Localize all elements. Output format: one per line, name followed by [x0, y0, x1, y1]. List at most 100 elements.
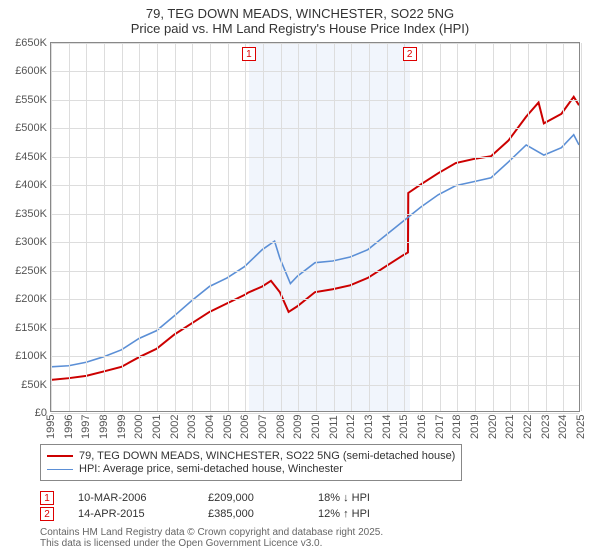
grid-line-v — [546, 43, 547, 411]
grid-line-h — [51, 385, 579, 386]
x-tick-label: 1998 — [98, 415, 110, 439]
series-line — [51, 135, 579, 367]
grid-line-v — [493, 43, 494, 411]
y-tick-label: £300K — [3, 236, 47, 248]
grid-line-v — [228, 43, 229, 411]
grid-line-h — [51, 328, 579, 329]
title-block: 79, TEG DOWN MEADS, WINCHESTER, SO22 5NG… — [0, 0, 600, 38]
grid-line-v — [210, 43, 211, 411]
grid-line-v — [157, 43, 158, 411]
footer-line-1: Contains HM Land Registry data © Crown c… — [40, 527, 590, 538]
grid-line-v — [104, 43, 105, 411]
grid-line-v — [69, 43, 70, 411]
grid-line-h — [51, 185, 579, 186]
y-tick-label: £250K — [3, 265, 47, 277]
x-tick-label: 2000 — [133, 415, 145, 439]
grid-line-v — [281, 43, 282, 411]
legend-row: 79, TEG DOWN MEADS, WINCHESTER, SO22 5NG… — [47, 450, 455, 462]
footer-line-2: This data is licensed under the Open Gov… — [40, 538, 590, 549]
x-tick-label: 2020 — [487, 415, 499, 439]
grid-line-h — [51, 242, 579, 243]
grid-line-h — [51, 271, 579, 272]
grid-line-v — [139, 43, 140, 411]
x-tick-label: 2019 — [469, 415, 481, 439]
x-tick-label: 1999 — [116, 415, 128, 439]
x-tick-label: 2011 — [328, 415, 340, 439]
grid-line-v — [122, 43, 123, 411]
x-tick-label: 2010 — [310, 415, 322, 439]
chart-container: 79, TEG DOWN MEADS, WINCHESTER, SO22 5NG… — [0, 0, 600, 560]
x-tick-label: 2017 — [434, 415, 446, 439]
x-tick-label: 2001 — [151, 415, 163, 439]
x-tick-label: 2018 — [451, 415, 463, 439]
legend-row: HPI: Average price, semi-detached house,… — [47, 463, 455, 475]
grid-line-v — [510, 43, 511, 411]
x-tick-label: 1996 — [63, 415, 75, 439]
grid-line-v — [263, 43, 264, 411]
transaction-marker: 2 — [40, 507, 54, 521]
x-tick-label: 2022 — [522, 415, 534, 439]
transaction-row: 214-APR-2015£385,00012% ↑ HPI — [40, 507, 590, 521]
grid-line-v — [563, 43, 564, 411]
chart-marker: 1 — [242, 47, 256, 61]
transaction-date: 14-APR-2015 — [78, 508, 208, 520]
transactions-table: 1 10-MAR-2006£209,00018% ↓ HPI 2 14-APR-201… — [40, 491, 590, 521]
x-tick-label: 2007 — [257, 415, 269, 439]
grid-line-h — [51, 43, 579, 44]
x-tick-label: 2021 — [504, 415, 516, 439]
legend: 79, TEG DOWN MEADS, WINCHESTER, SO22 5NG… — [40, 444, 462, 481]
x-tick-label: 2004 — [204, 415, 216, 439]
grid-line-v — [387, 43, 388, 411]
grid-line-v — [440, 43, 441, 411]
grid-line-v — [581, 43, 582, 411]
legend-swatch — [47, 455, 73, 457]
x-tick-label: 2013 — [363, 415, 375, 439]
x-tick-label: 2012 — [345, 415, 357, 439]
y-tick-label: £150K — [3, 322, 47, 334]
grid-line-h — [51, 100, 579, 101]
y-tick-label: £400K — [3, 179, 47, 191]
grid-line-v — [528, 43, 529, 411]
grid-line-v — [351, 43, 352, 411]
grid-line-v — [475, 43, 476, 411]
x-tick-label: 2014 — [381, 415, 393, 439]
transaction-price: £209,000 — [208, 492, 318, 504]
footer: Contains HM Land Registry data © Crown c… — [40, 527, 590, 549]
legend-label: HPI: Average price, semi-detached house,… — [79, 463, 343, 475]
y-tick-label: £550K — [3, 94, 47, 106]
grid-line-v — [51, 43, 52, 411]
y-tick-label: £500K — [3, 122, 47, 134]
chart-marker: 2 — [403, 47, 417, 61]
transaction-diff: 18% ↓ HPI — [318, 492, 438, 504]
grid-line-v — [334, 43, 335, 411]
x-tick-label: 2025 — [575, 415, 587, 439]
grid-line-h — [51, 299, 579, 300]
grid-line-v — [86, 43, 87, 411]
y-tick-label: £50K — [3, 379, 47, 391]
transaction-date: 10-MAR-2006 — [78, 492, 208, 504]
title-line-1: 79, TEG DOWN MEADS, WINCHESTER, SO22 5NG — [0, 6, 600, 21]
x-tick-label: 2024 — [557, 415, 569, 439]
grid-line-v — [245, 43, 246, 411]
y-tick-label: £0 — [3, 407, 47, 419]
grid-line-v — [175, 43, 176, 411]
series-line — [51, 97, 579, 380]
grid-line-v — [316, 43, 317, 411]
x-tick-label: 2023 — [540, 415, 552, 439]
chart-plot-area: £0£50K£100K£150K£200K£250K£300K£350K£400… — [50, 42, 580, 412]
legend-label: 79, TEG DOWN MEADS, WINCHESTER, SO22 5NG… — [79, 450, 455, 462]
legend-swatch — [47, 469, 73, 470]
grid-line-h — [51, 356, 579, 357]
grid-line-v — [298, 43, 299, 411]
transaction-marker: 1 — [40, 491, 54, 505]
x-tick-label: 2009 — [292, 415, 304, 439]
grid-line-v — [192, 43, 193, 411]
x-tick-label: 2015 — [398, 415, 410, 439]
grid-line-v — [457, 43, 458, 411]
x-tick-label: 2003 — [186, 415, 198, 439]
grid-line-v — [404, 43, 405, 411]
x-tick-label: 2006 — [239, 415, 251, 439]
x-tick-label: 1995 — [45, 415, 57, 439]
transaction-price: £385,000 — [208, 508, 318, 520]
title-line-2: Price paid vs. HM Land Registry's House … — [0, 21, 600, 36]
